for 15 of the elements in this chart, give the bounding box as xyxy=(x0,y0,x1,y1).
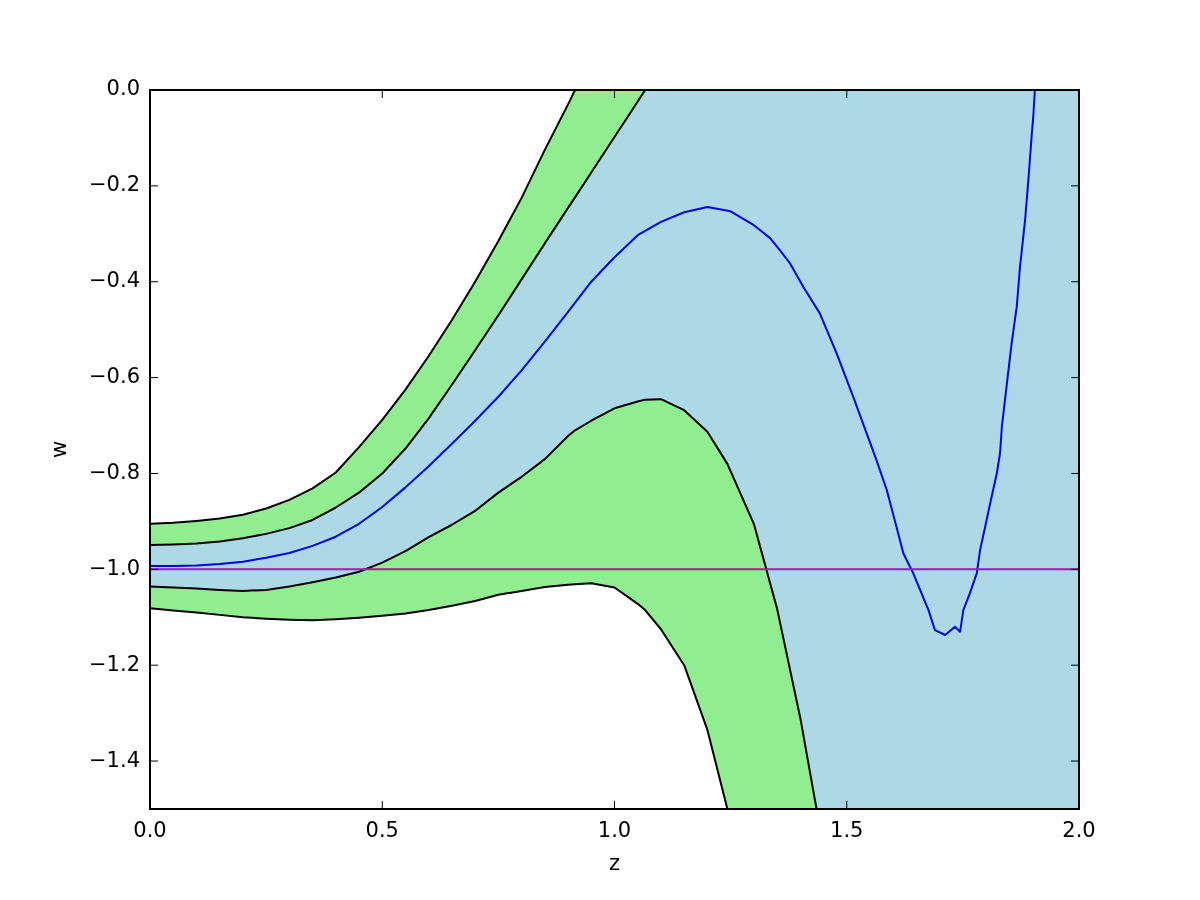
y-tick-label: −1.0 xyxy=(89,555,140,580)
y-tick-label: −0.8 xyxy=(89,459,140,484)
y-tick-label: 0.0 xyxy=(106,76,140,101)
x-tick-label: 0.5 xyxy=(365,818,399,843)
y-tick-label: −1.2 xyxy=(89,651,140,676)
y-tick-label: −0.4 xyxy=(89,268,140,293)
x-axis-title: z xyxy=(608,850,621,875)
x-tick-label: 1.0 xyxy=(597,818,632,843)
y-tick-label: −0.6 xyxy=(89,364,140,389)
x-tick-label: 2.0 xyxy=(1062,818,1096,843)
y-tick-label: −0.2 xyxy=(89,172,140,197)
y-tick-label: −1.4 xyxy=(89,747,140,772)
x-tick-label: 0.0 xyxy=(133,818,167,843)
y-axis-title: w xyxy=(47,440,72,459)
x-tick-label: 1.5 xyxy=(830,818,864,843)
